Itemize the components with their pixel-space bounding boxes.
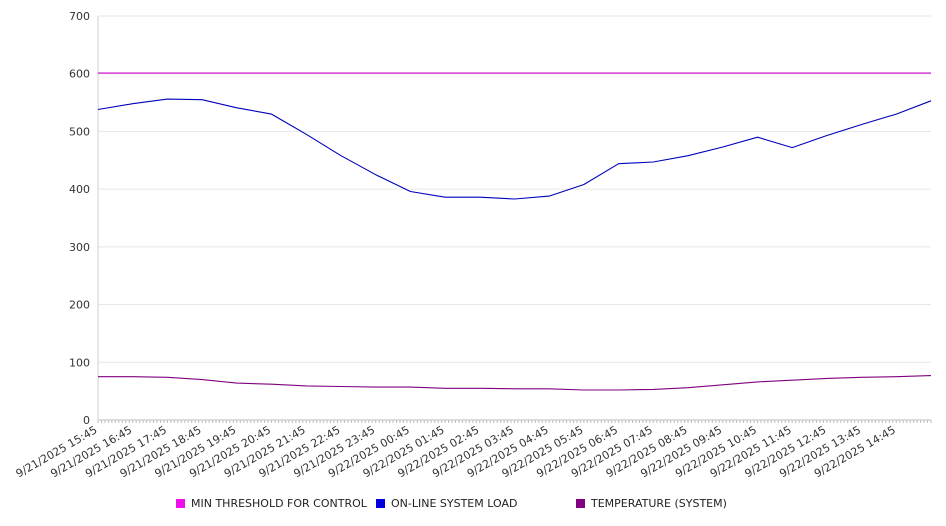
y-axis: 0 100 200 300 400 500 600 700 <box>69 10 99 427</box>
y-tick-label-0: 0 <box>83 414 90 427</box>
legend-swatch-temperature <box>576 499 585 508</box>
legend-label-system-load: ON-LINE SYSTEM LOAD <box>391 497 518 510</box>
y-tick-label-700: 700 <box>69 10 90 23</box>
y-tick-label-500: 500 <box>69 125 90 138</box>
y-tick-label-100: 100 <box>69 356 90 369</box>
y-tick-label-600: 600 <box>69 68 90 81</box>
legend: MIN THRESHOLD FOR CONTROL ON-LINE SYSTEM… <box>0 497 946 515</box>
x-axis: 9/21/2025 15:459/21/2025 16:459/21/2025 … <box>14 419 932 480</box>
legend-item-system-load[interactable]: ON-LINE SYSTEM LOAD <box>376 497 517 510</box>
y-tick-label-400: 400 <box>69 183 90 196</box>
legend-swatch-min-threshold <box>176 499 185 508</box>
legend-item-min-threshold[interactable]: MIN THRESHOLD FOR CONTROL <box>176 497 367 510</box>
series-lines <box>97 72 932 391</box>
series-line-2 <box>98 375 932 391</box>
legend-swatch-system-load <box>376 499 385 508</box>
y-tick-label-300: 300 <box>69 241 90 254</box>
series-line-1 <box>97 98 932 200</box>
legend-label-temperature: TEMPERATURE (SYSTEM) <box>591 497 727 510</box>
legend-label-min-threshold: MIN THRESHOLD FOR CONTROL <box>191 497 367 510</box>
legend-item-temperature[interactable]: TEMPERATURE (SYSTEM) <box>576 497 727 510</box>
y-tick-label-200: 200 <box>69 299 90 312</box>
grid-lines <box>98 15 931 363</box>
